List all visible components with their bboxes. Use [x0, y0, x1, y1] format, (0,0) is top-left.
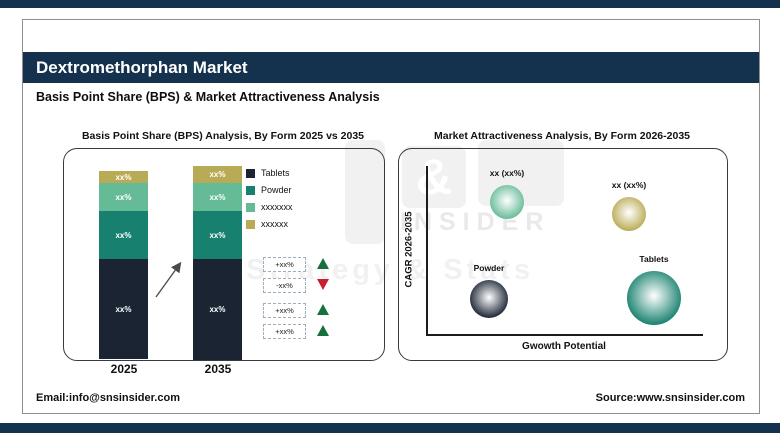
footer-source: Source:www.snsinsider.com — [595, 392, 745, 404]
bps-change-box-1: +xx% — [263, 257, 306, 272]
legend-label: xxxxxxx — [261, 202, 293, 212]
bubble-tablets — [627, 271, 681, 325]
segment-value: xx% — [115, 172, 132, 182]
x-axis-label: Gwowth Potential — [522, 341, 606, 352]
legend-swatch-seafoam — [246, 202, 255, 212]
legend-swatch-khaki — [246, 219, 255, 229]
stacked-bar-2025: xx% xx% xx% xx% — [99, 171, 148, 359]
bar-2035-segment-khaki: xx% — [193, 166, 242, 183]
top-accent-bar — [0, 0, 780, 8]
bar-2035-segment-powder: xx% — [193, 211, 242, 259]
footer-email: Email:info@snsinsider.com — [36, 392, 180, 404]
segment-value: xx% — [209, 170, 226, 179]
triangle-down-icon — [317, 279, 329, 290]
attractiveness-chart-title: Market Attractiveness Analysis, By Form … — [433, 130, 690, 142]
bar-2025-segment-powder: xx% — [99, 211, 148, 259]
attractiveness-panel: CAGR 2026-2035 Gwowth Potential xx (xx%)… — [398, 148, 728, 361]
legend-label: Tablets — [261, 168, 290, 178]
bar-2035-segment-seafoam: xx% — [193, 183, 242, 211]
y-axis-label: CAGR 2026-2035 — [403, 211, 415, 288]
segment-value: xx% — [209, 305, 226, 314]
page-subtitle: Basis Point Share (BPS) & Market Attract… — [36, 90, 380, 104]
segment-value: xx% — [115, 192, 132, 202]
bottom-accent-bar — [0, 423, 780, 433]
y-axis-line — [426, 166, 428, 334]
bubble-label-khaki: xx (xx%) — [611, 180, 647, 190]
segment-value: xx% — [209, 230, 226, 240]
x-tick-2035: 2035 — [204, 362, 232, 376]
bps-change-box-3: +xx% — [263, 303, 306, 318]
growth-trend-arrow-icon — [155, 261, 182, 298]
bps-chart-title: Basis Point Share (BPS) Analysis, By For… — [81, 130, 365, 142]
legend-label: xxxxxx — [261, 219, 288, 229]
bar-2025-segment-seafoam: xx% — [99, 183, 148, 211]
bubble-khaki — [612, 197, 646, 231]
page-title: Dextromethorphan Market — [36, 58, 248, 77]
segment-value: xx% — [115, 230, 132, 240]
bubble-label-tablets: Tablets — [639, 254, 669, 264]
bar-2025-segment-tablets: xx% — [99, 259, 148, 359]
legend-swatch-tablets — [246, 168, 255, 178]
bps-change-box-2: -xx% — [263, 278, 306, 293]
report-card: & INSIDER Strategy & Stats Dextromethorp… — [22, 19, 760, 414]
bar-2025-segment-khaki: xx% — [99, 171, 148, 183]
triangle-up-icon — [317, 325, 329, 336]
segment-value: xx% — [209, 192, 226, 202]
x-axis-line — [426, 334, 703, 336]
legend-swatch-powder — [246, 185, 255, 195]
legend-item-powder: Powder — [246, 185, 292, 195]
bubble-powder — [470, 280, 508, 318]
triangle-up-icon — [317, 304, 329, 315]
legend-item-placeholder-2: xxxxxx — [246, 219, 288, 229]
bubble-seafoam — [490, 185, 524, 219]
legend-item-placeholder-1: xxxxxxx — [246, 202, 293, 212]
legend-item-tablets: Tablets — [246, 168, 290, 178]
bubble-label-seafoam: xx (xx%) — [489, 168, 525, 178]
segment-value: xx% — [115, 304, 132, 314]
bps-panel: xx% xx% xx% xx% xx% xx% xx% xx% 2025 — [63, 148, 385, 376]
bubble-label-powder: Powder — [473, 263, 505, 273]
bar-2035-segment-tablets: xx% — [193, 259, 242, 360]
stacked-bar-2035: xx% xx% xx% xx% — [193, 166, 242, 360]
bps-change-box-4: +xx% — [263, 324, 306, 339]
title-bar: Dextromethorphan Market — [23, 52, 759, 83]
x-tick-2025: 2025 — [110, 362, 138, 376]
triangle-up-icon — [317, 258, 329, 269]
legend-label: Powder — [261, 185, 292, 195]
